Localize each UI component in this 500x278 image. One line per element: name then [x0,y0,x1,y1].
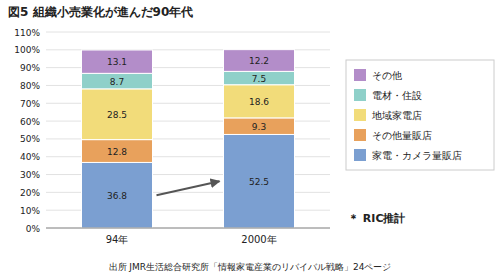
bars [82,50,295,228]
bar-segment [82,140,153,163]
legend-label: その他量販店 [372,130,432,141]
x-tick-label: 2000年 [241,234,276,245]
y-tick-label: 90% [20,63,40,73]
legend-label: 家電・カメラ量販店 [372,150,462,161]
y-tick-label: 70% [20,99,40,109]
trend-arrow [157,181,220,195]
y-tick-label: 0% [26,224,41,234]
bar-segment [224,134,295,228]
y-tick-label: 40% [20,152,40,162]
bar-segment [82,50,153,73]
data-label: 9.3 [252,122,266,132]
grid-line [46,228,330,229]
y-tick-label: 110% [14,28,40,38]
y-tick-label: 10% [20,206,40,216]
data-label: 8.7 [110,77,124,87]
y-tick-label: 60% [20,117,40,127]
legend-label: その他 [372,70,402,81]
legend-swatch [354,149,366,161]
y-tick-label: 80% [20,81,40,91]
data-label: 12.2 [249,56,269,66]
legend-swatch [354,109,366,121]
legend-swatch [354,69,366,81]
data-label: 18.6 [249,97,269,107]
bar-segment [224,50,295,72]
y-tick-label: 50% [20,134,40,144]
bar-segment [224,118,295,135]
data-labels: 36.8 12.8 28.5 8.7 13.1 52.5 9.3 18.6 7.5 12.2 [107,56,269,201]
title: 図5 組織小売業化が進んだ90年代 [8,5,193,19]
legend-box [346,60,494,170]
bar-segment [224,85,295,118]
data-label: 13.1 [107,57,127,67]
legend: その他電材・住設地域家電店その他量販店家電・カメラ量販店 [346,60,494,170]
note: ＊ RIC推計 [348,212,405,225]
source: 出所 JMR生活総合研究所「情報家電産業のリバイバル戦略」24ページ [109,262,392,272]
chart: 図5 組織小売業化が進んだ90年代 0% 10% 20% 30% 40% 50% 60% 70%… [0,0,500,278]
bar-segment [82,89,153,140]
grid [46,32,330,228]
grid-line [46,32,330,33]
data-label: 36.8 [107,191,127,201]
data-label: 7.5 [252,74,266,84]
x-axis-line [46,228,330,229]
y-tick-label: 100% [14,45,40,55]
legend-swatch [354,129,366,141]
data-label: 52.5 [249,177,269,187]
y-tick-label: 20% [20,188,40,198]
legend-swatch [354,89,366,101]
x-tick-label: 94年 [106,234,129,245]
data-label: 28.5 [107,110,127,120]
bar-segment [224,71,295,84]
bar-segment [82,73,153,89]
bar-segment [82,162,153,228]
legend-label: 電材・住設 [372,90,422,101]
y-tick-label: 30% [20,170,40,180]
data-label: 12.8 [107,147,127,157]
legend-label: 地域家電店 [371,110,422,121]
